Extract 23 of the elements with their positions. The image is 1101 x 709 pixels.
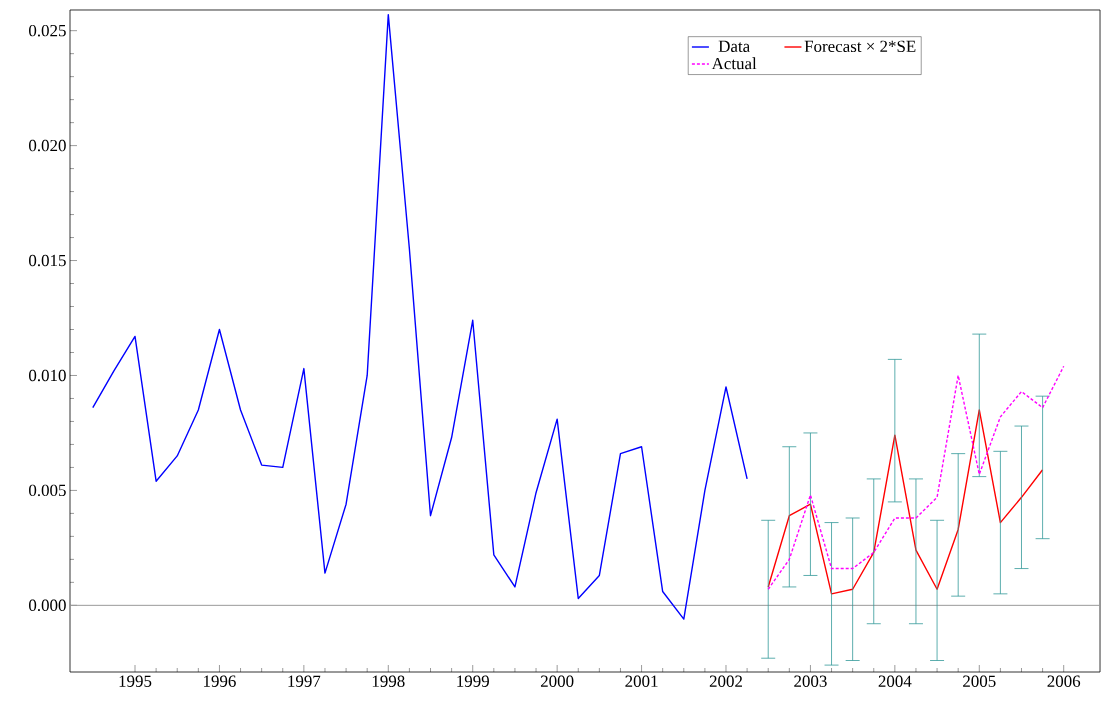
y-tick-label: 0.015 <box>29 254 66 267</box>
x-tick-label: 2004 <box>878 675 912 687</box>
x-tick-label: 1995 <box>119 675 152 687</box>
y-tick-label: 0.025 <box>29 24 66 37</box>
x-tick-label: 1998 <box>372 675 405 687</box>
legend-label: Forecast × 2*SE <box>804 40 916 53</box>
x-tick-label: 2005 <box>963 675 996 687</box>
legend-label: Actual <box>711 57 757 70</box>
y-tick-label: 0.005 <box>29 484 66 497</box>
x-tick-label: 2006 <box>1047 675 1081 687</box>
x-tick-label: 2003 <box>794 675 827 687</box>
y-tick-label: 0.000 <box>29 599 66 612</box>
x-tick-label: 1997 <box>288 675 321 687</box>
x-tick-label: 1999 <box>457 675 489 687</box>
legend-label: Data <box>718 40 750 52</box>
line-series <box>767 409 1044 595</box>
y-tick-label: 0.010 <box>29 369 66 382</box>
x-tick-label: 2002 <box>709 675 742 687</box>
y-tick-label: 0.020 <box>29 139 66 152</box>
x-tick-label: 2001 <box>625 675 658 687</box>
line-series <box>767 365 1065 590</box>
x-tick-label: 2000 <box>540 675 574 687</box>
x-tick-label: 1996 <box>203 675 236 687</box>
